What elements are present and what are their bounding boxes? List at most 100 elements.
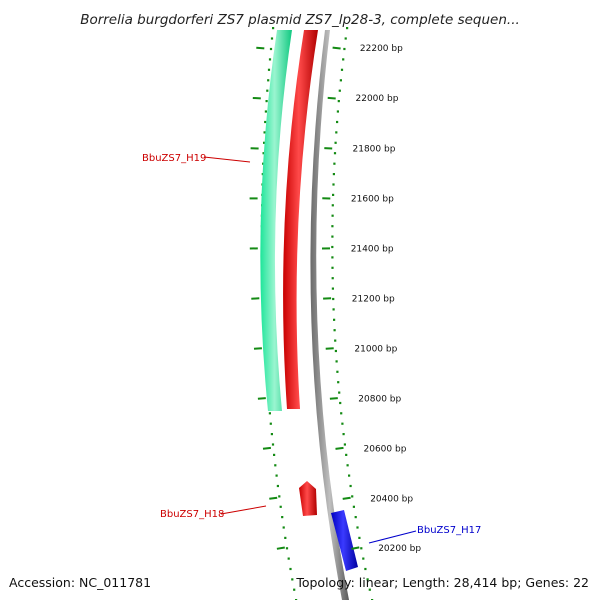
outer-ring-dots — [270, 37, 274, 40]
inner-ring-dots — [344, 37, 347, 40]
inner-ring-dots — [334, 141, 337, 144]
outer-ring-dots — [279, 505, 282, 508]
outer-ring-dots — [263, 131, 266, 134]
outer-ring-dots — [267, 79, 270, 82]
scale-tick-labels: 22200 bp 22000 bp 21800 bp 21600 bp 21400 bp… — [351, 44, 422, 554]
tick-label: 20600 bp — [364, 444, 407, 454]
inner-ring-dots — [331, 204, 334, 207]
inner-ring-dots — [356, 526, 359, 529]
outer-ring-dots — [270, 433, 273, 436]
tick-label: 21400 bp — [351, 245, 394, 255]
inner-ring-dots — [349, 484, 352, 488]
inner-ring-dots — [358, 536, 361, 539]
backbone-line — [310, 30, 349, 600]
inner-ring-dots — [338, 89, 341, 92]
tick-label: 21000 bp — [354, 345, 397, 355]
inner-ring-dots — [348, 474, 351, 477]
outer-tick-mark — [262, 446, 272, 450]
outer-ring-dots — [274, 464, 277, 467]
inner-ring-dots — [331, 245, 334, 249]
label-leader-bbuzs7-h17 — [368, 530, 417, 544]
inner-ring-dots — [331, 235, 334, 238]
gene-arc-bbuzs7-h19[interactable] — [260, 30, 292, 411]
inner-ring-dots — [343, 47, 346, 51]
outer-ring-dots — [269, 422, 272, 425]
inner-ring-dots — [342, 433, 345, 436]
outer-ring-dots — [278, 495, 281, 498]
tick-label: 20400 bp — [370, 494, 413, 504]
inner-ring-dots — [332, 308, 335, 311]
inner-ring-dots — [340, 412, 343, 415]
inner-ring-dots — [331, 225, 334, 228]
inner-ring-dots — [332, 183, 335, 186]
label-leader-bbuzs7-h19 — [203, 156, 251, 163]
outer-ring-dots — [284, 536, 287, 539]
inner-tick-mark — [351, 546, 360, 550]
gene-label-bbuzs7-h17[interactable]: BbuZS7_H17 — [417, 525, 481, 536]
inner-ring-dots — [340, 68, 344, 71]
tick-label: 22200 bp — [360, 44, 403, 54]
outer-ring-dots — [266, 89, 269, 92]
inner-ring-dots — [333, 329, 336, 332]
outer-ring-dots — [276, 484, 279, 488]
outer-ring-dots — [269, 47, 273, 51]
tick-label: 20200 bp — [378, 544, 421, 554]
label-leader-bbuzs7-h18 — [220, 505, 267, 515]
inner-ring-dots — [333, 152, 337, 155]
outer-ring-dots — [281, 516, 284, 519]
inner-ring-dots — [337, 381, 340, 384]
inner-ring-dots — [345, 453, 348, 456]
gene-label-bbuzs7-h19[interactable]: BbuZS7_H19 — [142, 153, 206, 164]
inner-ring-dots — [332, 193, 335, 196]
inner-ring-dots — [352, 505, 355, 508]
tick-label: 22000 bp — [356, 94, 399, 104]
inner-ring-dots — [335, 131, 338, 134]
inner-ring-dots — [351, 495, 354, 498]
inner-ring-dots — [336, 370, 339, 373]
inner-ring-dots — [364, 567, 367, 571]
scale-ticks — [249, 46, 360, 550]
outer-ring-dots — [293, 588, 296, 591]
inner-ring-dots — [336, 120, 339, 124]
inner-tick-mark — [342, 496, 351, 500]
outer-tick-mark — [256, 46, 265, 50]
outer-ring-dots — [291, 578, 294, 581]
outer-ring-dots — [264, 110, 267, 113]
outer-ring-dots — [275, 474, 278, 477]
gene-bbuzs7-h18[interactable] — [299, 481, 317, 516]
outer-ring-dots — [262, 152, 265, 155]
inner-ring-dots — [335, 360, 338, 363]
inner-tick-mark — [329, 397, 338, 400]
outer-tick-mark — [257, 397, 266, 400]
accession-label: Accession: NC_011781 — [9, 575, 151, 590]
outer-ring-dots — [272, 27, 275, 30]
outer-ring-dots — [271, 443, 275, 446]
outer-ring-dots — [287, 557, 290, 560]
inner-tick-mark — [327, 96, 336, 100]
inner-ring-dots — [331, 214, 334, 217]
tick-label: 21200 bp — [352, 295, 395, 305]
outer-ring-dots — [268, 58, 272, 61]
inner-ring-dots — [331, 256, 334, 259]
inner-ring-dots — [332, 297, 335, 301]
inner-tick-mark — [332, 46, 341, 50]
outer-ring-dots — [265, 100, 268, 103]
gene-label-bbuzs7-h18[interactable]: BbuZS7_H18 — [160, 509, 224, 520]
inner-ring-dots — [337, 100, 340, 103]
gene-bbuzs7-h17[interactable] — [331, 510, 358, 571]
outer-tick-mark — [253, 347, 262, 350]
outer-ring-dots — [267, 68, 271, 71]
inner-ring-dots — [341, 422, 344, 425]
inner-ring-dots — [342, 58, 345, 61]
topology-label: Topology: linear; Length: 28,414 bp; Gen… — [295, 575, 589, 590]
gene-arc-red[interactable] — [283, 30, 318, 409]
inner-ring-dots — [334, 349, 337, 353]
inner-ring-dots — [360, 547, 363, 550]
inner-ring-dots — [331, 266, 334, 269]
inner-ring-dots — [331, 287, 334, 290]
map-title: Borrelia burgdorferi ZS7 plasmid ZS7_lp2… — [80, 12, 520, 28]
inner-ring-dots — [339, 401, 342, 405]
inner-ring-dots — [343, 443, 346, 446]
inner-ring-dots — [338, 391, 341, 394]
